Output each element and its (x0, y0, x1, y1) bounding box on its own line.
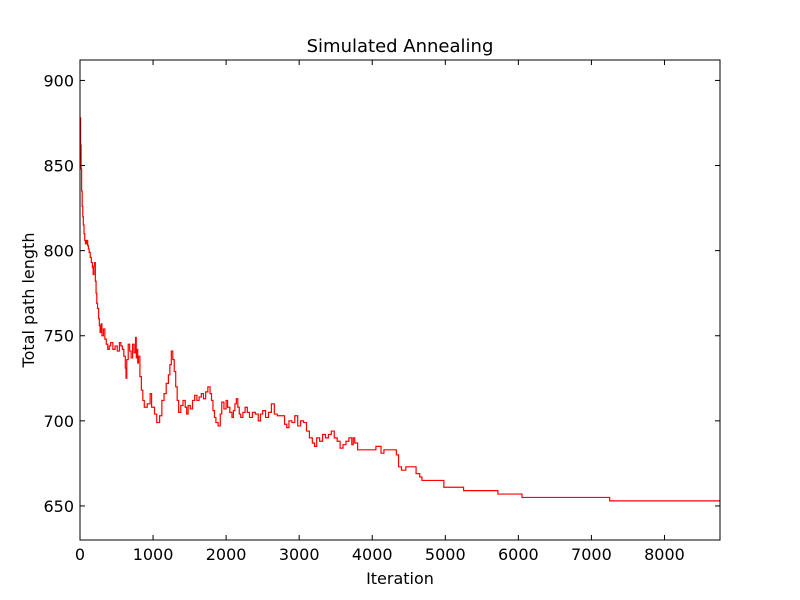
y-tick-label: 800 (43, 242, 74, 261)
data-series-line (79, 117, 720, 502)
plot-area: 0 1000 2000 3000 4000 5000 6000 7000 8000 650 700 7… (43, 59, 721, 564)
x-axis-label: Iteration (366, 569, 434, 588)
x-tick-label: 4000 (352, 545, 393, 564)
y-tick-label: 850 (43, 157, 74, 176)
y-tick-label: 700 (43, 412, 74, 431)
x-tick-label: 8000 (644, 545, 685, 564)
y-axis-label: Total path length (19, 233, 38, 369)
y-tick-label: 650 (43, 497, 74, 516)
x-tick-label: 5000 (425, 545, 466, 564)
x-tick-label: 3000 (279, 545, 320, 564)
plot-frame (79, 59, 721, 541)
chart-title: Simulated Annealing (307, 36, 494, 57)
y-tick-label: 750 (43, 327, 74, 346)
x-tick-label: 6000 (498, 545, 539, 564)
x-tick-label: 1000 (133, 545, 174, 564)
x-tick-label: 7000 (571, 545, 612, 564)
y-tick-label: 900 (43, 71, 74, 90)
x-tick-label: 2000 (206, 545, 247, 564)
x-tick-label: 0 (75, 545, 85, 564)
